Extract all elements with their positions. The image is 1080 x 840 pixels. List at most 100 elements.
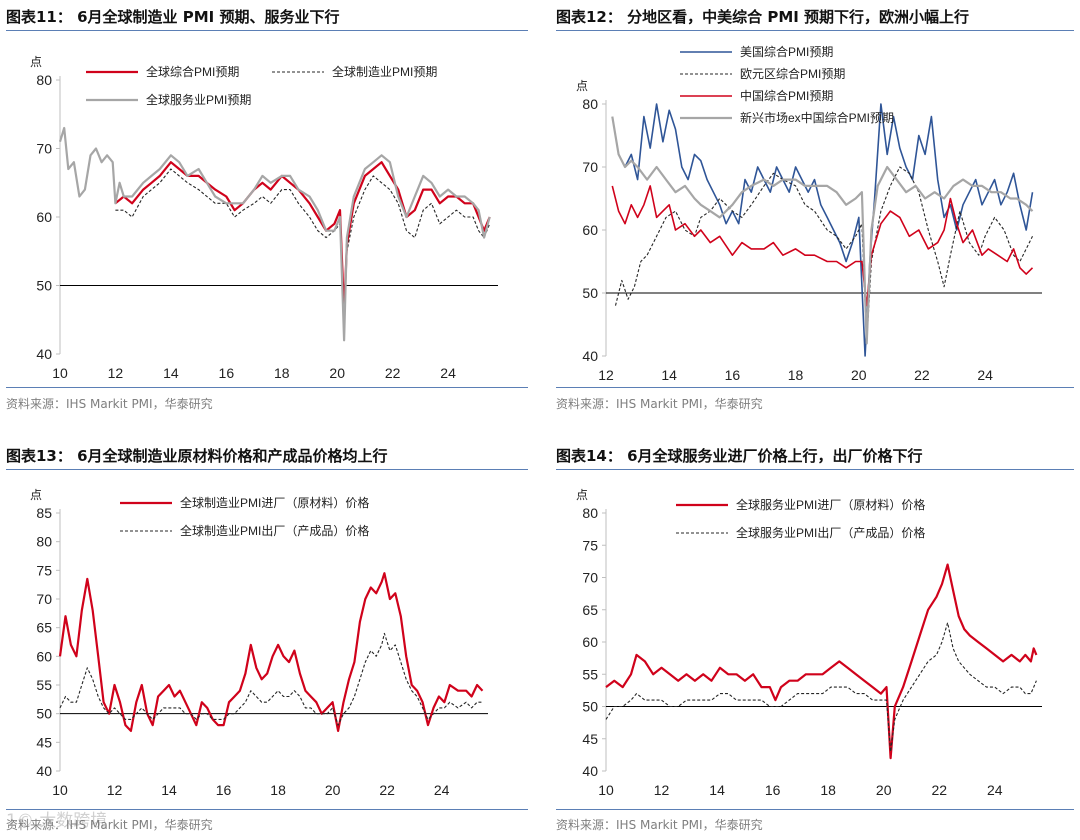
y-tick-label: 60: [36, 209, 52, 225]
series-line-2: [115, 168, 491, 321]
y-tick-label: 80: [582, 96, 598, 112]
x-tick-label: 16: [725, 367, 741, 383]
y-tick-label: 45: [36, 734, 52, 750]
y-tick-label: 40: [582, 348, 598, 364]
x-tick-label: 10: [598, 782, 614, 798]
y-tick-label: 50: [36, 278, 52, 294]
y-unit-label: 点: [30, 55, 42, 69]
title-rule: [6, 469, 528, 470]
x-tick-label: 18: [820, 782, 836, 798]
x-tick-label: 14: [163, 365, 179, 381]
x-tick-label: 16: [765, 782, 781, 798]
series-line-2: [59, 632, 483, 726]
y-tick-label: 60: [582, 634, 598, 650]
x-tick-label: 22: [931, 782, 947, 798]
x-tick-label: 18: [274, 365, 290, 381]
y-tick-label: 65: [36, 620, 52, 636]
chart-title: 图表12： 分地区看，中美综合 PMI 预期下行，欧洲小幅上行: [556, 8, 970, 26]
panel-chart-11: 图表11： 6月全球制造业 PMI 预期、服务业下行 40 50 60 70 80 点 10…: [6, 6, 528, 426]
y-tick-label: 70: [582, 570, 598, 586]
x-tick-label: 14: [161, 782, 177, 798]
y-tick-label: 75: [36, 562, 52, 578]
x-tick-label: 14: [661, 367, 677, 383]
title-rule: [556, 30, 1074, 31]
chart-source: 资料来源：IHS Markit PMI，华泰研究: [6, 818, 213, 832]
y-tick-label: 55: [36, 677, 52, 693]
y-unit-label: 点: [576, 79, 588, 93]
legend-label: 美国综合PMI预期: [740, 44, 833, 59]
x-tick-label: 12: [654, 782, 670, 798]
x-tick-label: 20: [329, 365, 345, 381]
series-line-1: [605, 563, 1038, 760]
y-tick-label: 65: [582, 602, 598, 618]
x-tick-label: 20: [851, 367, 867, 383]
y-tick-label: 75: [582, 537, 598, 553]
legend-label: 全球服务业PMI预期: [146, 92, 251, 107]
x-tick-label: 24: [434, 782, 450, 798]
legend-label: 新兴市场ex中国综合PMI预期: [740, 110, 894, 125]
x-tick-label: 24: [987, 782, 1003, 798]
legend-label: 中国综合PMI预期: [740, 88, 833, 103]
x-tick-label: 10: [52, 365, 68, 381]
y-tick-label: 80: [36, 534, 52, 550]
chart-13-plot: 40 45 50 55 60 65 70 75 80 85 点 10 12 14 16 18 20 22 24 全球制…: [30, 488, 488, 798]
x-tick-label: 24: [977, 367, 993, 383]
chart-11-plot: 40 50 60 70 80 点 10 12 14 16 18 20 22 24 全球综合PMI预期 全球制造…: [30, 55, 498, 381]
series-line-3: [58, 126, 491, 342]
x-tick-label: 18: [270, 782, 286, 798]
panel-chart-13: 图表13： 6月全球制造业原材料价格和产成品价格均上行 40 45 50 55 60 65…: [6, 445, 528, 837]
watermark-text: 1© 大数跨境: [6, 811, 108, 831]
x-tick-label: 22: [379, 782, 395, 798]
x-tick-label: 12: [108, 365, 124, 381]
x-tick-label: 14: [709, 782, 725, 798]
y-tick-label: 70: [36, 591, 52, 607]
legend-label: 全球服务业PMI出厂（产成品）价格: [736, 525, 925, 540]
y-tick-label: 50: [36, 706, 52, 722]
y-tick-label: 70: [36, 141, 52, 157]
x-tick-label: 16: [216, 782, 232, 798]
legend-label: 全球制造业PMI出厂（产成品）价格: [180, 523, 369, 538]
series-line-4: [611, 116, 1034, 345]
series-line-3: [611, 185, 1034, 307]
y-tick-label: 70: [582, 159, 598, 175]
legend-label: 欧元区综合PMI预期: [740, 66, 845, 81]
y-tick-label: 60: [36, 648, 52, 664]
chart-title: 图表11： 6月全球制造业 PMI 预期、服务业下行: [6, 8, 340, 26]
series-line-1: [624, 103, 1034, 357]
x-tick-label: 18: [788, 367, 804, 383]
y-tick-label: 50: [582, 699, 598, 715]
y-tick-label: 40: [36, 763, 52, 779]
x-tick-label: 12: [107, 782, 123, 798]
chart-source: 资料来源：IHS Markit PMI，华泰研究: [556, 818, 763, 832]
chart-title: 图表14： 6月全球服务业进厂价格上行，出厂价格下行: [556, 447, 923, 465]
chart-source: 资料来源：IHS Markit PMI，华泰研究: [6, 397, 213, 411]
x-tick-label: 20: [325, 782, 341, 798]
x-tick-label: 22: [914, 367, 930, 383]
legend-label: 全球制造业PMI预期: [332, 64, 437, 79]
x-tick-label: 20: [876, 782, 892, 798]
title-rule: [6, 30, 528, 31]
chart-source: 资料来源：IHS Markit PMI，华泰研究: [556, 397, 763, 411]
y-tick-label: 85: [36, 505, 52, 521]
y-tick-label: 60: [582, 222, 598, 238]
series-line-2: [605, 622, 1037, 753]
series-line-1: [114, 161, 491, 314]
y-tick-label: 45: [582, 731, 598, 747]
panel-chart-12: 图表12： 分地区看，中美综合 PMI 预期下行，欧洲小幅上行 40 50 60 70…: [556, 6, 1074, 426]
title-rule: [556, 469, 1074, 470]
x-tick-label: 10: [52, 782, 68, 798]
series-line-2: [614, 166, 1033, 344]
y-tick-label: 80: [36, 72, 52, 88]
y-unit-label: 点: [30, 488, 42, 502]
panel-chart-14: 图表14： 6月全球服务业进厂价格上行，出厂价格下行 40 45 50 55 60 65 7…: [556, 445, 1074, 837]
chart-12-plot: 40 50 60 70 80 点 12 14 16 18 20 22 24 美国综合PMI预期欧元区综合P…: [576, 44, 1042, 383]
x-tick-label: 22: [385, 365, 401, 381]
source-rule: [556, 809, 1074, 810]
source-rule: [556, 387, 1074, 388]
chart-14-plot: 40 45 50 55 60 65 70 75 80 点 10 12 14 16 18 20 22 24 全球服务业…: [576, 488, 1042, 798]
x-tick-label: 12: [598, 367, 614, 383]
source-rule: [6, 809, 528, 810]
legend-label: 全球综合PMI预期: [146, 64, 239, 79]
chart-title: 图表13： 6月全球制造业原材料价格和产成品价格均上行: [6, 447, 388, 465]
y-tick-label: 40: [36, 346, 52, 362]
